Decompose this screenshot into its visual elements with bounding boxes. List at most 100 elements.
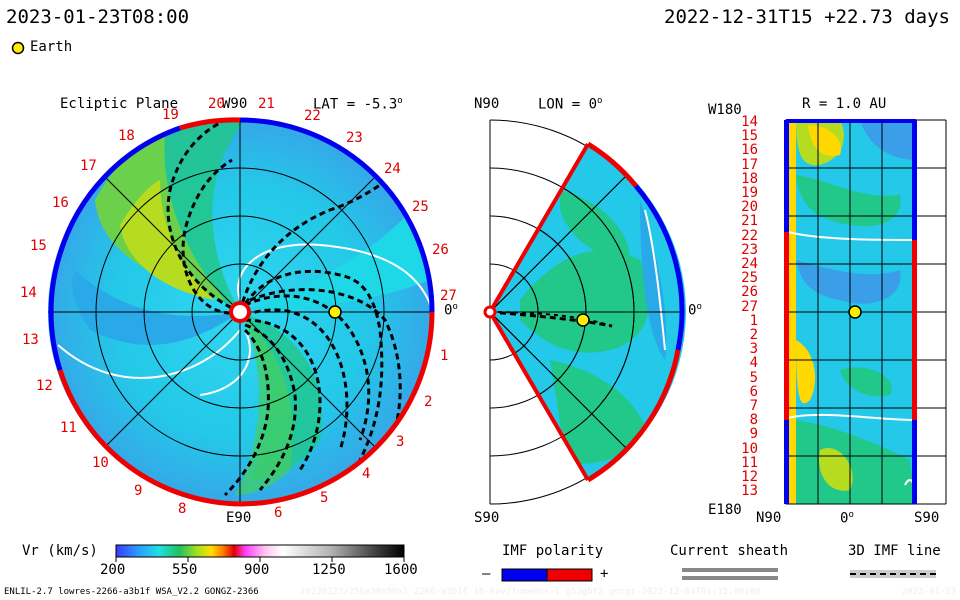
sheath-swatch-2	[682, 576, 778, 580]
colorbar-tick: 1250	[312, 562, 346, 578]
colorbar-tick: 1600	[384, 562, 418, 578]
radial-top-left: W180	[708, 102, 742, 118]
radial-left-tick: 24	[741, 256, 758, 273]
colorbar-tick: 200	[100, 562, 126, 578]
ecliptic-title: Ecliptic Plane	[60, 96, 179, 112]
carrington-tick: 25	[412, 199, 429, 215]
radial-left-tick: 15	[741, 128, 758, 145]
radial-left-tick: 7	[749, 398, 758, 415]
radial-left-tick: 17	[741, 156, 758, 173]
imf-3d-label: 3D IMF line	[848, 543, 941, 559]
colorbar-label: Vr (km/s)	[22, 543, 98, 559]
imf-polarity-label: IMF polarity	[502, 543, 604, 559]
meridional-lon-label: LON = 0o	[538, 96, 603, 113]
ecliptic-top-label: W90	[222, 96, 248, 112]
datetime-label: 2023-01-23T08:00	[6, 6, 190, 28]
radial-left-tick: 23	[741, 241, 758, 258]
radial-left-tick: 3	[749, 341, 758, 358]
carrington-tick: 24	[384, 161, 401, 177]
radial-left-tick: 22	[741, 227, 758, 244]
earth-marker	[328, 305, 342, 319]
radial-left-tick: 19	[741, 185, 758, 202]
radial-left-tick: 12	[741, 469, 758, 486]
carrington-tick: 27	[440, 288, 457, 304]
meridional-bottom-label: S90	[474, 510, 500, 526]
meridional-top-label: N90	[474, 96, 500, 112]
radial-left-tick: 2	[749, 327, 758, 344]
carrington-tick: 3	[396, 434, 405, 450]
earth-marker-radial	[848, 305, 862, 319]
carrington-tick: 26	[432, 242, 449, 258]
reference-label: 2022-12-31T15 +22.73 days	[664, 6, 950, 28]
carrington-tick: 10	[92, 455, 109, 471]
radial-left-tick: 5	[749, 369, 758, 386]
radial-title: R = 1.0 AU	[802, 96, 887, 112]
carrington-tick: 21	[258, 96, 275, 112]
carrington-tick: 22	[304, 108, 321, 124]
radial-left-tick: 21	[741, 213, 758, 230]
radial-left-tick: 8	[749, 412, 758, 429]
carrington-tick: 20	[208, 96, 225, 112]
radial-left-tick: 27	[741, 298, 758, 315]
meridional-right-label: 0o	[688, 302, 702, 319]
radial-left-tick: 10	[741, 440, 758, 457]
colorbar-tick: 550	[172, 562, 198, 578]
ecliptic-lat-label: LAT = -5.3o	[313, 96, 403, 113]
radial-left-tick: 9	[749, 426, 758, 443]
carrington-tick: 23	[346, 130, 363, 146]
carrington-tick: 16	[52, 195, 69, 211]
carrington-tick: 13	[22, 332, 39, 348]
radial-left-tick: 1	[749, 312, 758, 329]
radial-left-tick: 26	[741, 284, 758, 301]
run-date-faint: 2023-01-23	[901, 587, 956, 597]
imf-positive-swatch	[546, 568, 593, 582]
run-info: ENLIL-2.7 lowres-2266-a3b1f WSA_V2.2 GON…	[4, 587, 259, 597]
imf-negative-swatch	[501, 568, 548, 582]
ecliptic-plot	[48, 117, 435, 507]
earth-legend-icon	[11, 41, 25, 55]
carrington-tick: 17	[80, 158, 97, 174]
radial-bottom-tick-zero: 0o	[840, 510, 854, 527]
radial-left-tick: 16	[741, 142, 758, 159]
radial-left-tick: 20	[741, 199, 758, 216]
carrington-tick: 5	[320, 490, 329, 506]
current-sheath-label: Current sheath	[670, 543, 789, 559]
ecliptic-bottom-label: E90	[226, 510, 252, 526]
colorbar	[115, 544, 405, 558]
carrington-tick: 6	[274, 505, 283, 521]
radial-left-tick: 18	[741, 170, 758, 187]
carrington-tick: 18	[118, 128, 135, 144]
colorbar-tick: 900	[244, 562, 270, 578]
carrington-tick: 2	[424, 394, 433, 410]
sun-marker	[229, 301, 251, 323]
radial-plot	[784, 119, 947, 505]
carrington-tick: 14	[20, 285, 37, 301]
radial-bottom-left: E180	[708, 502, 742, 518]
sheath-swatch-1	[682, 568, 778, 572]
carrington-tick: 11	[60, 420, 77, 436]
ecliptic-right-label: 0o	[444, 302, 458, 319]
earth-legend-label: Earth	[30, 39, 73, 55]
radial-left-tick: 4	[749, 355, 758, 372]
radial-left-ticks: 14 15 16 17 18 19 20 21 22 23 24 25 26 27 1 2 3 4 5 6 7 8 9 10 1…	[728, 114, 758, 500]
carrington-tick: 4	[362, 466, 371, 482]
radial-left-tick: 25	[741, 270, 758, 287]
run-info-faint: 20230123/256x30x90x1 2266-a3b1f 18-Nov/f…	[300, 587, 761, 597]
radial-left-tick: 13	[741, 483, 758, 500]
carrington-tick: 9	[134, 483, 143, 499]
imf-minus-label: –	[482, 566, 491, 582]
radial-left-tick: 6	[749, 383, 758, 400]
radial-bottom-tick-n: N90	[756, 510, 782, 526]
radial-bottom-tick-s: S90	[914, 510, 940, 526]
radial-left-tick: 14	[741, 114, 758, 130]
carrington-tick: 15	[30, 238, 47, 254]
carrington-tick: 19	[162, 107, 179, 123]
imf-plus-label: +	[600, 566, 609, 582]
meridional-plot	[483, 119, 686, 505]
carrington-tick: 8	[178, 501, 187, 517]
carrington-tick: 12	[36, 378, 53, 394]
carrington-tick: 1	[440, 348, 449, 364]
earth-marker-meridional	[576, 313, 590, 327]
radial-left-tick: 11	[741, 454, 758, 471]
